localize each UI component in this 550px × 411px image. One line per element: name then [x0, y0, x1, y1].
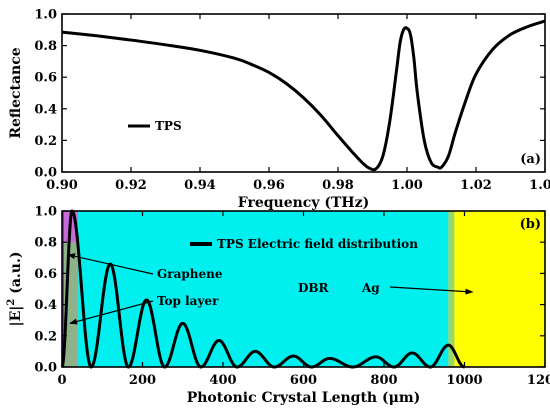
annotation-top-layer: Top layer — [157, 294, 219, 308]
arrow-graphene — [67, 253, 154, 275]
chart-a-panel-label: (a) — [520, 152, 541, 167]
chart-a-x-tick-label: 0.98 — [322, 178, 354, 193]
chart-b-y-axis-label-unit: (a.u.) — [8, 252, 24, 299]
chart-a-data-layer — [61, 19, 546, 172]
chart-a-x-tick-label: 1.04 — [529, 178, 550, 193]
chart-b-y-tick-label: 0.2 — [34, 329, 57, 344]
annotation-dbr: DBR — [298, 281, 330, 295]
chart-a-x-tick-label: 1.02 — [460, 178, 492, 193]
chart-a-x-tick-label: 0.90 — [46, 178, 78, 193]
annotation-graphene: Graphene — [157, 267, 223, 281]
chart-b-region-dbr — [78, 211, 449, 367]
chart-b-y-tick-label: 0.0 — [34, 361, 57, 376]
chart-a-x-tick-label: 1.00 — [391, 178, 423, 193]
chart-b-y-axis-label-sup: 2 — [6, 299, 17, 306]
chart-b-x-tick-label: 200 — [129, 373, 156, 388]
chart-a-y-tick-label: 1.0 — [34, 8, 57, 23]
chart-b-y-axis-label: |E|2 (a.u.) — [6, 252, 24, 327]
chart-b-y-tick-label: 1.0 — [34, 205, 57, 220]
chart-b-x-axis-label: Photonic Crystal Length (μm) — [187, 390, 421, 406]
chart-b-annotations: Graphene Top layer DBR Ag — [67, 253, 474, 325]
chart-b-region-ag — [454, 211, 545, 367]
chart-a-y-tick-label: 0.6 — [34, 71, 57, 86]
chart-b-panel-label: (b) — [520, 217, 541, 232]
chart-a-legend-label: TPS — [155, 119, 182, 133]
chart-a-x-tick-label: 0.92 — [115, 178, 147, 193]
chart-a: 0.90 0.92 0.94 0.96 0.98 1.00 1.02 1.04 0.0 0.2 0.… — [8, 8, 550, 212]
chart-b-y-axis-label-main: |E| — [8, 306, 24, 327]
chart-a-y-tick-label: 0.0 — [34, 166, 57, 181]
chart-b-region-graphene — [62, 211, 65, 367]
chart-a-ticks: 0.90 0.92 0.94 0.96 0.98 1.00 1.02 1.04 0.0 0.2 0.… — [34, 8, 550, 194]
chart-a-frame — [61, 13, 546, 173]
chart-a-y-axis-label: Reflectance — [8, 47, 24, 138]
arrow-top-layer — [69, 300, 154, 325]
chart-b-x-tick-label: 600 — [290, 373, 317, 388]
chart-b-y-tick-label: 0.4 — [34, 298, 57, 313]
chart-a-y-tick-label: 0.2 — [34, 134, 57, 149]
chart-a-series-tps-line — [61, 19, 546, 172]
chart-b-y-tick-label: 0.6 — [34, 267, 57, 282]
chart-b-legend-label: TPS Electric field distribution — [217, 237, 418, 251]
arrow-ag — [389, 286, 474, 295]
chart-b-region-dbr-edge — [448, 211, 455, 367]
chart-b: 0200400600800100012000.00.20.40.60.81.0 … — [6, 205, 550, 407]
chart-a-y-tick-label: 0.8 — [34, 39, 57, 54]
chart-a-y-tick-label: 0.4 — [34, 102, 57, 117]
chart-b-x-tick-label: 800 — [370, 373, 397, 388]
chart-a-x-tick-label: 0.94 — [184, 178, 216, 193]
chart-b-x-tick-label: 400 — [209, 373, 236, 388]
chart-a-x-tick-label: 0.96 — [253, 178, 285, 193]
chart-b-x-tick-label: 1000 — [446, 373, 482, 388]
chart-b-x-tick-label: 0 — [57, 373, 66, 388]
chart-b-y-tick-label: 0.8 — [34, 236, 57, 251]
chart-a-x-axis-label: Frequency (THz) — [238, 195, 369, 211]
annotation-ag: Ag — [361, 281, 380, 295]
